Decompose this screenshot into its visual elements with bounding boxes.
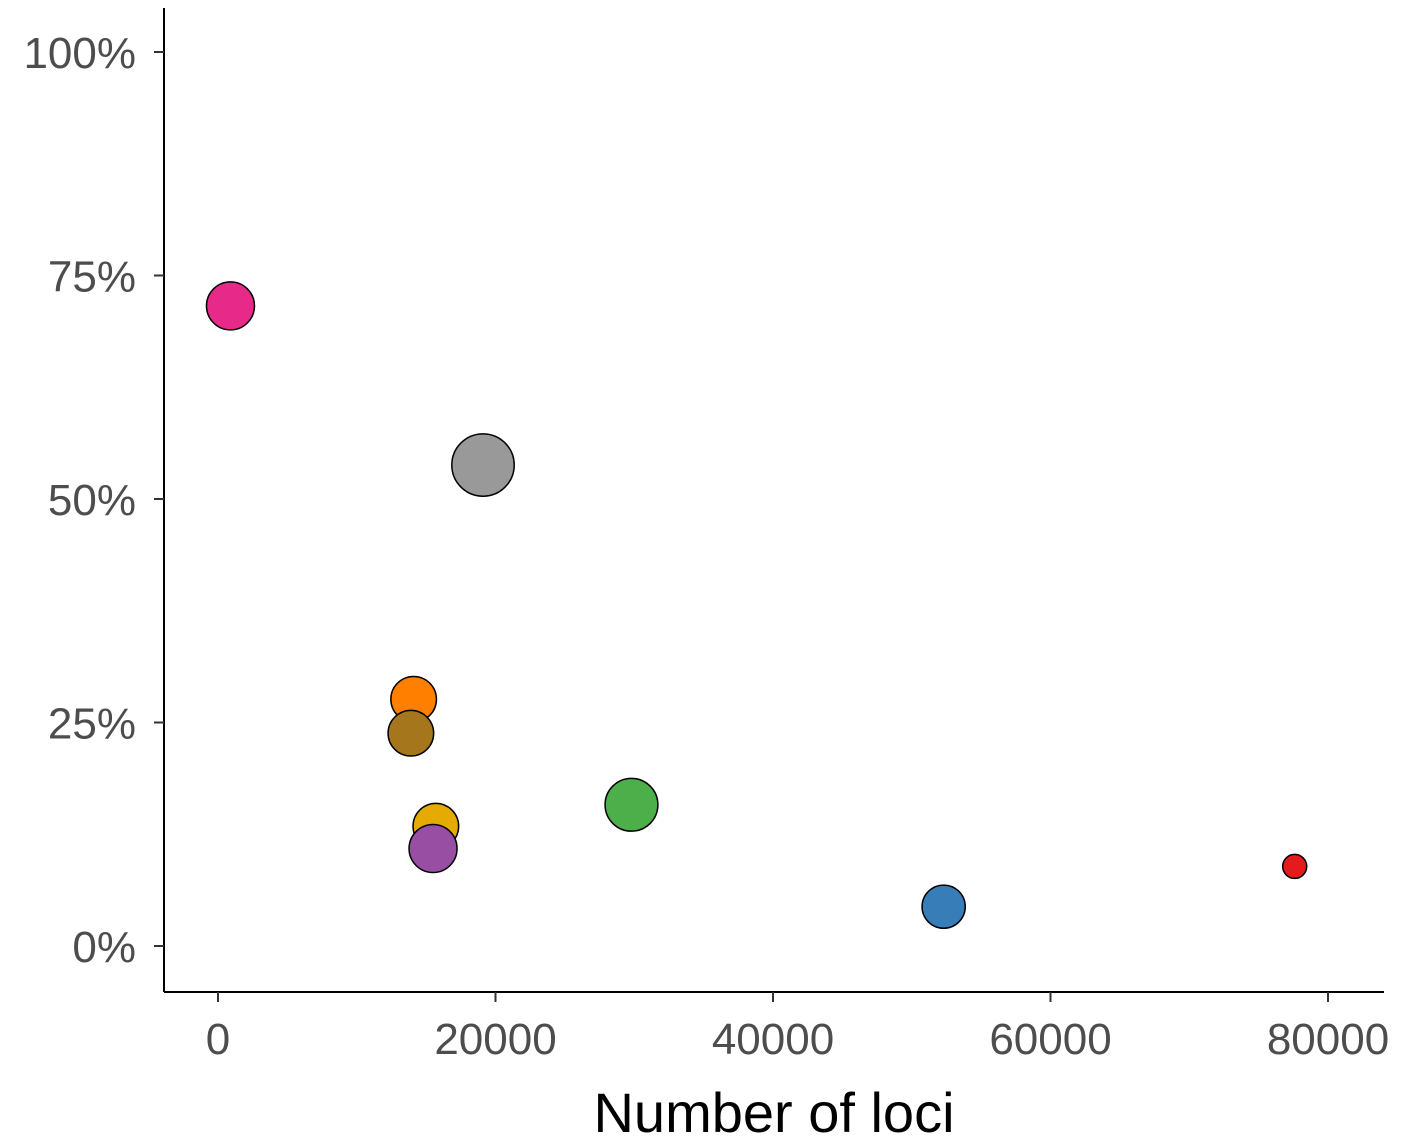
x-axis-title: Number of loci [593, 1081, 954, 1143]
ticks: 0 20000 40000 60000 80000 0% 25% 50% 75% 100% [23, 29, 1389, 1064]
x-tick-label: 80000 [1267, 1015, 1389, 1064]
data-point [205, 281, 256, 331]
x-tick-label: 0 [206, 1015, 230, 1064]
x-tick-label: 60000 [989, 1015, 1111, 1064]
y-tick-label: 0% [72, 923, 136, 972]
y-tick-label: 75% [48, 253, 136, 302]
y-tick-label: 50% [48, 476, 136, 525]
data-point [387, 709, 435, 757]
axes [163, 8, 1384, 993]
data-point [921, 884, 967, 930]
data-point [451, 433, 515, 497]
data-point [408, 823, 458, 874]
y-tick-label: 100% [23, 29, 136, 78]
x-tick-label: 20000 [434, 1015, 556, 1064]
y-tick-label: 25% [48, 700, 136, 749]
data-point [604, 777, 659, 832]
points [205, 281, 1308, 930]
data-point [1281, 853, 1308, 880]
x-tick-label: 40000 [712, 1015, 834, 1064]
